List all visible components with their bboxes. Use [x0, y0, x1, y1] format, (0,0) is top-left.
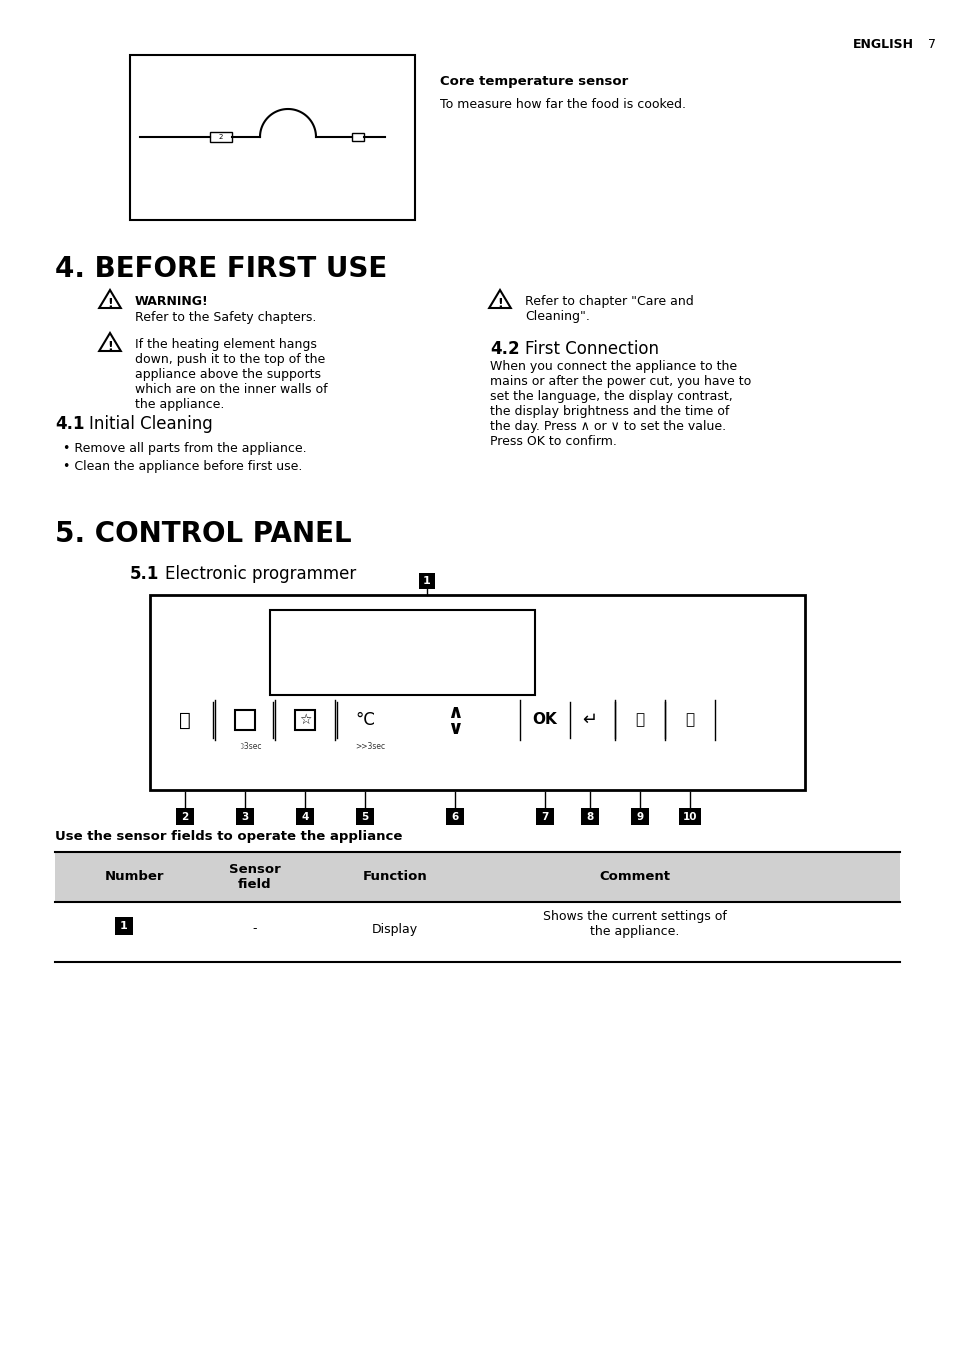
Text: 7: 7: [540, 811, 548, 822]
Text: 1: 1: [120, 921, 128, 932]
Text: ⓞ: ⓞ: [179, 711, 191, 730]
Text: 2: 2: [218, 134, 223, 141]
Bar: [175, 808, 193, 825]
Text: ☆: ☆: [298, 713, 311, 727]
Text: 8: 8: [586, 811, 593, 822]
Text: First Connection: First Connection: [524, 339, 659, 358]
Text: Function: Function: [362, 871, 427, 883]
Text: 4.1: 4.1: [55, 415, 85, 433]
Bar: [150, 595, 804, 790]
Bar: [580, 808, 598, 825]
Text: If the heating element hangs
down, push it to the top of the
appliance above the: If the heating element hangs down, push …: [135, 338, 327, 411]
Bar: [418, 573, 435, 589]
Text: To measure how far the food is cooked.: To measure how far the food is cooked.: [439, 97, 685, 111]
Text: ENGLISH: ENGLISH: [852, 38, 913, 51]
Text: °C: °C: [355, 711, 375, 729]
Bar: [234, 710, 254, 730]
Text: Use the sensor fields to operate the appliance: Use the sensor fields to operate the app…: [55, 830, 402, 844]
Text: 5. CONTROL PANEL: 5. CONTROL PANEL: [55, 521, 352, 548]
Text: ☽3sec: ☽3sec: [237, 742, 262, 750]
Text: 🔔: 🔔: [684, 713, 694, 727]
Text: 10: 10: [682, 811, 697, 822]
Text: 1: 1: [423, 576, 431, 585]
Bar: [55, 852, 899, 902]
Text: 7: 7: [927, 38, 935, 51]
Text: 5: 5: [361, 811, 368, 822]
Bar: [235, 808, 253, 825]
Text: 6: 6: [451, 811, 458, 822]
Text: 🔊: 🔊: [635, 713, 644, 727]
Text: 2: 2: [181, 811, 189, 822]
Bar: [294, 710, 314, 730]
Text: Initial Cleaning: Initial Cleaning: [89, 415, 213, 433]
Text: 4.2: 4.2: [490, 339, 519, 358]
Text: >>3sec: >>3sec: [355, 742, 385, 750]
Text: When you connect the appliance to the
mains or after the power cut, you have to
: When you connect the appliance to the ma…: [490, 360, 750, 448]
Text: Sensor
field: Sensor field: [229, 863, 280, 891]
Text: !: !: [107, 339, 112, 353]
Text: WARNING!: WARNING!: [135, 295, 209, 308]
Text: ∨: ∨: [447, 718, 462, 737]
Bar: [295, 808, 314, 825]
Bar: [352, 132, 364, 141]
Bar: [55, 907, 899, 963]
Text: Shows the current settings of
the appliance.: Shows the current settings of the applia…: [542, 910, 726, 938]
Text: !: !: [497, 296, 502, 310]
Text: 4: 4: [301, 811, 309, 822]
Text: 3: 3: [241, 811, 249, 822]
Text: Refer to chapter "Care and
Cleaning".: Refer to chapter "Care and Cleaning".: [524, 295, 693, 323]
Bar: [536, 808, 554, 825]
Text: Comment: Comment: [598, 871, 670, 883]
Text: ∧: ∧: [447, 703, 462, 722]
Text: • Remove all parts from the appliance.: • Remove all parts from the appliance.: [63, 442, 306, 456]
Text: Number: Number: [105, 871, 165, 883]
Text: Display: Display: [372, 922, 417, 936]
Text: OK: OK: [532, 713, 557, 727]
Text: 5.1: 5.1: [130, 565, 159, 583]
Bar: [210, 132, 232, 142]
Text: Core temperature sensor: Core temperature sensor: [439, 74, 628, 88]
Bar: [355, 808, 374, 825]
Text: -: -: [253, 922, 257, 936]
Bar: [270, 610, 535, 695]
Text: Electronic programmer: Electronic programmer: [165, 565, 355, 583]
Text: !: !: [107, 296, 112, 310]
Bar: [679, 808, 700, 825]
Text: Refer to the Safety chapters.: Refer to the Safety chapters.: [135, 311, 316, 324]
Text: 4. BEFORE FIRST USE: 4. BEFORE FIRST USE: [55, 256, 387, 283]
Text: ↵: ↵: [582, 711, 597, 729]
Text: • Clean the appliance before first use.: • Clean the appliance before first use.: [63, 460, 302, 473]
Bar: [630, 808, 648, 825]
Bar: [446, 808, 463, 825]
Bar: [130, 55, 415, 220]
Text: 9: 9: [636, 811, 643, 822]
Bar: [115, 917, 132, 936]
